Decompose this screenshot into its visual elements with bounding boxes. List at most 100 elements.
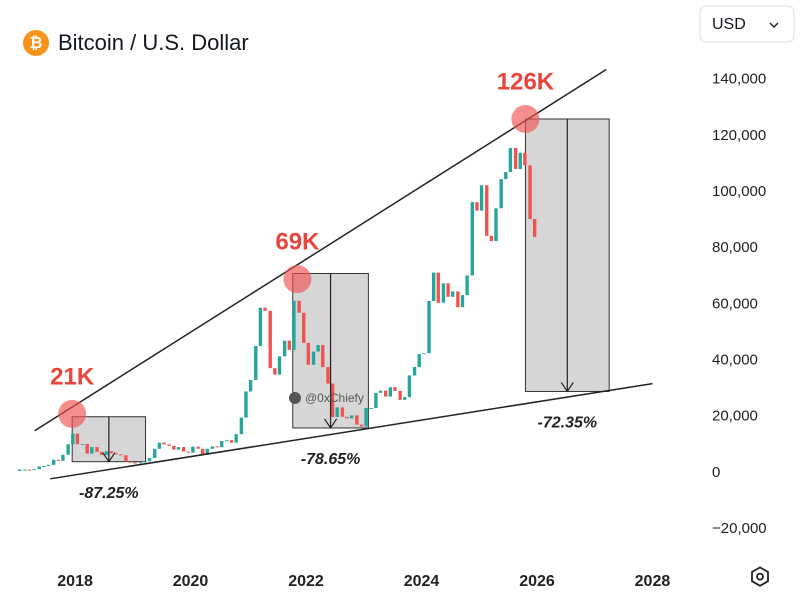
candle [52, 459, 56, 465]
x-tick-label: 2018 [57, 573, 93, 590]
peak-marker [511, 104, 540, 133]
chart-title: Bitcoin / U.S. Dollar [58, 30, 249, 55]
candle [306, 342, 311, 365]
candle [61, 454, 65, 461]
candle [388, 387, 393, 397]
candle [42, 465, 46, 467]
settings-button[interactable] [751, 566, 769, 587]
candle [412, 367, 417, 376]
candle [157, 442, 162, 449]
candle [248, 379, 253, 392]
candle [133, 462, 137, 464]
y-tick-label: 120,000 [712, 127, 766, 144]
candle [364, 408, 368, 427]
currency-select[interactable]: USD [699, 5, 795, 43]
candle [465, 275, 469, 296]
candle [239, 417, 244, 435]
candle [431, 272, 436, 302]
candle [153, 448, 157, 459]
candle [147, 458, 152, 462]
candle [446, 283, 450, 297]
peak-marker [283, 265, 312, 294]
dropdown-caret[interactable] [769, 22, 779, 29]
candle [254, 345, 258, 380]
candle [176, 447, 181, 450]
candle [508, 147, 513, 173]
candle [85, 443, 89, 454]
candle [489, 235, 494, 242]
candle [27, 469, 32, 471]
drawdown-label: -72.35% [538, 415, 598, 432]
candle [196, 446, 200, 449]
candle [384, 390, 388, 397]
candle [234, 434, 238, 443]
candle [32, 469, 36, 471]
candle [220, 441, 224, 448]
candle [398, 390, 402, 400]
candle [470, 202, 475, 276]
candle [494, 208, 498, 242]
candle [191, 446, 195, 453]
candle [90, 447, 94, 454]
candle [258, 307, 263, 346]
x-tick-label: 2022 [288, 573, 324, 590]
candle [23, 469, 27, 471]
candle [109, 451, 114, 454]
candle [427, 301, 431, 354]
candle [186, 451, 190, 453]
candle [138, 462, 142, 464]
y-tick-label: 80,000 [712, 239, 758, 256]
candle [349, 415, 354, 419]
candle [321, 345, 325, 368]
candle [56, 459, 61, 461]
candle [393, 387, 397, 391]
candle [316, 345, 320, 352]
candle [345, 416, 349, 419]
y-tick-label: 140,000 [712, 71, 766, 88]
candle [359, 424, 364, 427]
candle [273, 368, 277, 375]
candle [422, 353, 426, 355]
candle [124, 455, 128, 462]
candle [172, 445, 176, 450]
trendline [50, 382, 653, 480]
y-tick-label: 40,000 [712, 352, 758, 369]
candle [210, 446, 215, 449]
candle [287, 340, 291, 350]
drawdown-label: -78.65% [301, 451, 361, 468]
candle [499, 179, 503, 209]
currency-box[interactable] [699, 5, 795, 43]
candle [374, 392, 378, 409]
peak-label: 126K [497, 68, 555, 95]
candle [95, 447, 99, 452]
x-tick-label: 2024 [404, 573, 440, 590]
btc-symbol: ₿ [29, 34, 42, 52]
candle [403, 397, 407, 400]
settings-dot[interactable] [756, 572, 764, 581]
candle [128, 461, 133, 463]
candle [181, 447, 186, 452]
candle [451, 291, 455, 297]
currency-label[interactable]: USD [712, 16, 746, 33]
candle [378, 390, 383, 393]
candle [118, 454, 123, 456]
candle [330, 383, 335, 418]
candle [263, 307, 267, 311]
x-tick-label: 2026 [519, 573, 555, 590]
drawdown-label: -87.25% [79, 485, 139, 502]
candle [532, 218, 537, 237]
candle [205, 448, 209, 455]
peak-label: 69K [275, 228, 320, 255]
candle [479, 185, 484, 211]
y-tick-label: −20,000 [712, 520, 767, 537]
candle [225, 440, 229, 442]
candle [460, 295, 465, 308]
candle [513, 147, 518, 169]
candle [436, 272, 440, 303]
candle [244, 391, 248, 418]
candle [200, 448, 205, 455]
candle [355, 415, 359, 425]
settings-icon[interactable] [751, 566, 769, 587]
candle [143, 461, 147, 463]
